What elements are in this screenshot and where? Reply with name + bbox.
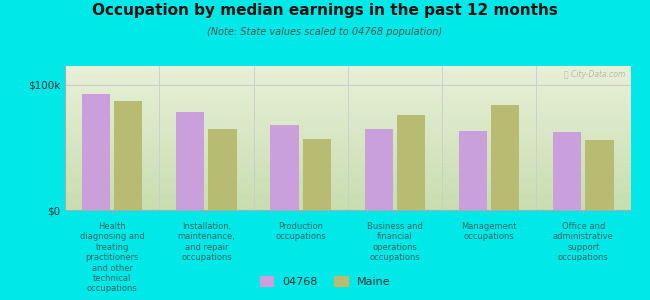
Bar [114, 101, 142, 210]
Text: Installation,
maintenance,
and repair
occupations: Installation, maintenance, and repair oc… [177, 222, 235, 262]
Bar [208, 129, 237, 210]
Text: (Note: State values scaled to 04768 population): (Note: State values scaled to 04768 popu… [207, 27, 443, 37]
Bar [585, 140, 614, 210]
Legend: 04768, Maine: 04768, Maine [255, 272, 395, 291]
Bar [82, 94, 111, 210]
Bar [176, 112, 205, 210]
Text: Office and
administrative
support
occupations: Office and administrative support occupa… [553, 222, 614, 262]
Text: Management
occupations: Management occupations [462, 222, 517, 242]
Text: Business and
financial
operations
occupations: Business and financial operations occupa… [367, 222, 422, 262]
Text: ⓘ City-Data.com: ⓘ City-Data.com [564, 70, 625, 79]
Bar [365, 129, 393, 210]
Text: Health
diagnosing and
treating
practitioners
and other
technical
occupations: Health diagnosing and treating practitio… [80, 222, 144, 293]
Bar [396, 115, 425, 210]
Text: Production
occupations: Production occupations [275, 222, 326, 242]
Bar [553, 132, 582, 210]
Bar [459, 131, 488, 210]
Bar [270, 125, 299, 210]
Bar [491, 105, 519, 210]
Bar [302, 139, 331, 210]
Text: Occupation by median earnings in the past 12 months: Occupation by median earnings in the pas… [92, 3, 558, 18]
